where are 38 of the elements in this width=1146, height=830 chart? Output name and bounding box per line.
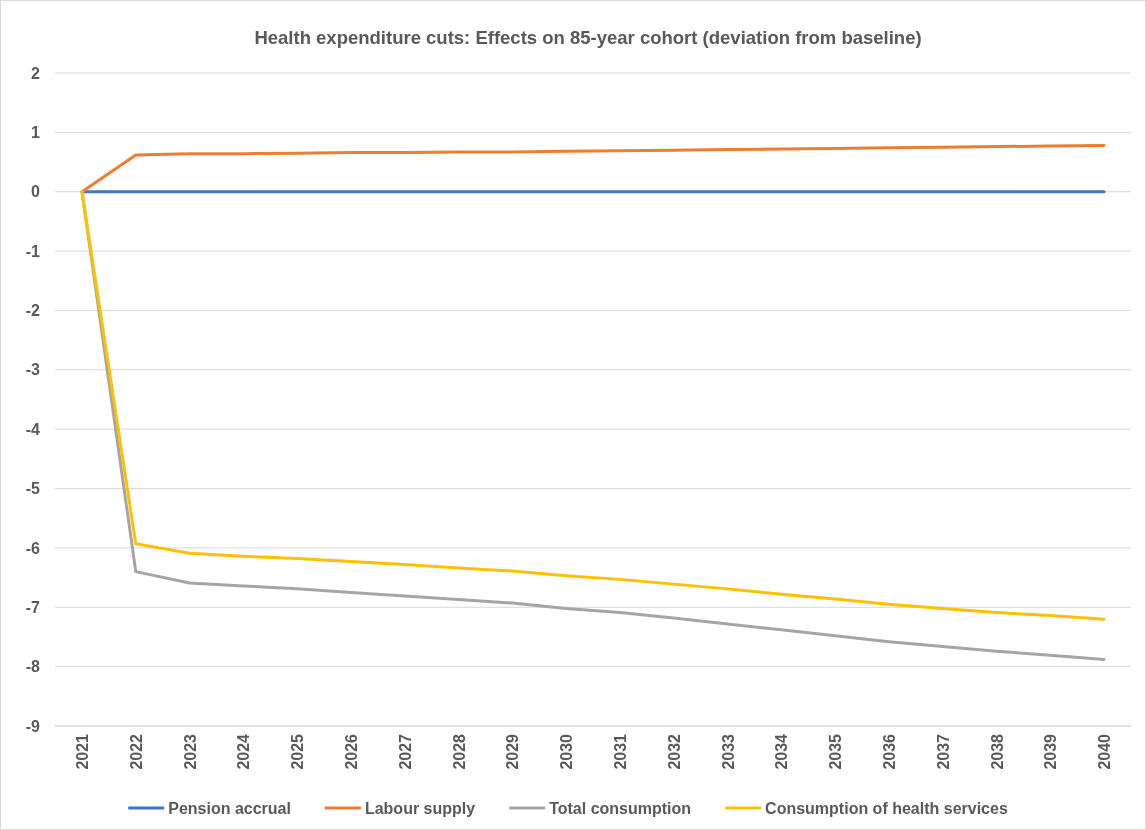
- x-tick-label: 2026: [343, 733, 361, 770]
- legend-label: Labour supply: [364, 799, 476, 817]
- y-tick-label: -2: [25, 302, 41, 320]
- y-tick-label: -8: [25, 658, 41, 676]
- y-tick-label: -3: [25, 361, 41, 379]
- y-tick-label: 0: [31, 183, 41, 201]
- x-tick-label: 2022: [127, 733, 145, 770]
- legend-label: Pension accrual: [168, 799, 291, 817]
- x-tick-label: 2030: [558, 733, 576, 770]
- x-tick-label: 2039: [1042, 733, 1060, 770]
- chart-title: Health expenditure cuts: Effects on 85-year cohort (deviation from baseline): [254, 27, 922, 48]
- line-series: [80, 143, 1106, 194]
- x-tick-label: 2025: [289, 733, 307, 770]
- x-tick-label: 2027: [396, 733, 414, 770]
- x-tick-label: 2035: [827, 733, 845, 770]
- x-tick-label: 2036: [880, 733, 898, 770]
- y-tick-label: -4: [25, 420, 41, 438]
- legend-label: Total consumption: [549, 799, 692, 817]
- x-tick-label: 2031: [611, 733, 629, 770]
- x-tick-label: 2021: [74, 733, 92, 770]
- x-tick-label: 2032: [665, 733, 683, 770]
- y-tick-label: -1: [25, 242, 41, 260]
- y-tick-label: 1: [31, 123, 41, 141]
- y-tick-label: -6: [25, 539, 41, 557]
- x-tick-label: 2023: [181, 733, 199, 770]
- x-tick-label: 2038: [988, 733, 1006, 770]
- legend-label: Consumption of health services: [765, 799, 1008, 817]
- x-tick-label: 2024: [235, 733, 253, 770]
- x-tick-label: 2034: [773, 733, 791, 770]
- x-tick-label: 2037: [934, 733, 952, 770]
- x-tick-label: 2033: [719, 733, 737, 770]
- y-tick-label: 2: [31, 64, 41, 82]
- x-tick-label: 2028: [450, 733, 468, 770]
- y-tick-label: -5: [25, 480, 41, 498]
- x-tick-label: 2029: [504, 733, 522, 770]
- y-tick-label: -7: [25, 598, 41, 616]
- x-tick-label: 2040: [1096, 733, 1114, 770]
- y-tick-label: -9: [25, 717, 41, 735]
